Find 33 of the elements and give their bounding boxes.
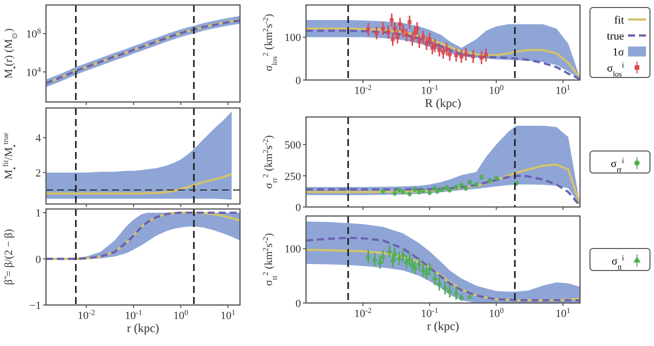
y-tick-label: 100 [284,32,302,44]
y-tick-label: 10$^{8}$ [26,26,42,41]
y-axis-title: β̃ = β/(2 − β) [3,228,15,286]
x-tick-label: 10$^{-1}$ [420,306,438,320]
y-tick-label: 2 [36,168,41,180]
x-tick-label: 10$^{1}$ [556,82,571,97]
y-tick-label: 0 [36,254,42,266]
y-tick-label: 0 [296,202,302,214]
x-tick-label: 10$^{0}$ [173,308,188,322]
y-tick-label: 0 [296,75,302,87]
y-tick-label: 250 [284,170,302,183]
y-tick-label: 10$^{4}$ [26,64,42,79]
x-axis-title: R (kpc) [424,96,462,110]
x-tick-label: 10$^{-1}$ [420,82,438,97]
y-tick-label: −1 [29,300,41,312]
y-tick-label: 0 [296,298,302,310]
legend-label: fit [614,14,624,26]
y-tick-label: 4 [36,132,42,145]
y-tick-label: 100 [284,244,302,256]
y-tick-label: 500 [284,140,302,152]
legend-label: true [606,30,624,42]
text: 1σ [612,46,624,58]
x-axis-title: r (kpc) [126,321,160,335]
x-tick-label: 10$^{0}$ [488,306,504,320]
x-tick-label: 10$^{1}$ [220,308,236,322]
x-tick-label: 10$^{-2}$ [78,308,96,322]
x-tick-label: 10$^{-2}$ [354,82,372,97]
x-axis-title: r (kpc) [426,319,460,333]
x-tick-label: 10$^{-1}$ [124,308,142,322]
x-tick-label: 10$^{1}$ [556,306,571,320]
x-tick-label: 10$^{0}$ [488,82,504,97]
x-tick-label: 10$^{-2}$ [354,306,372,320]
y-tick-label: 1 [36,208,41,220]
